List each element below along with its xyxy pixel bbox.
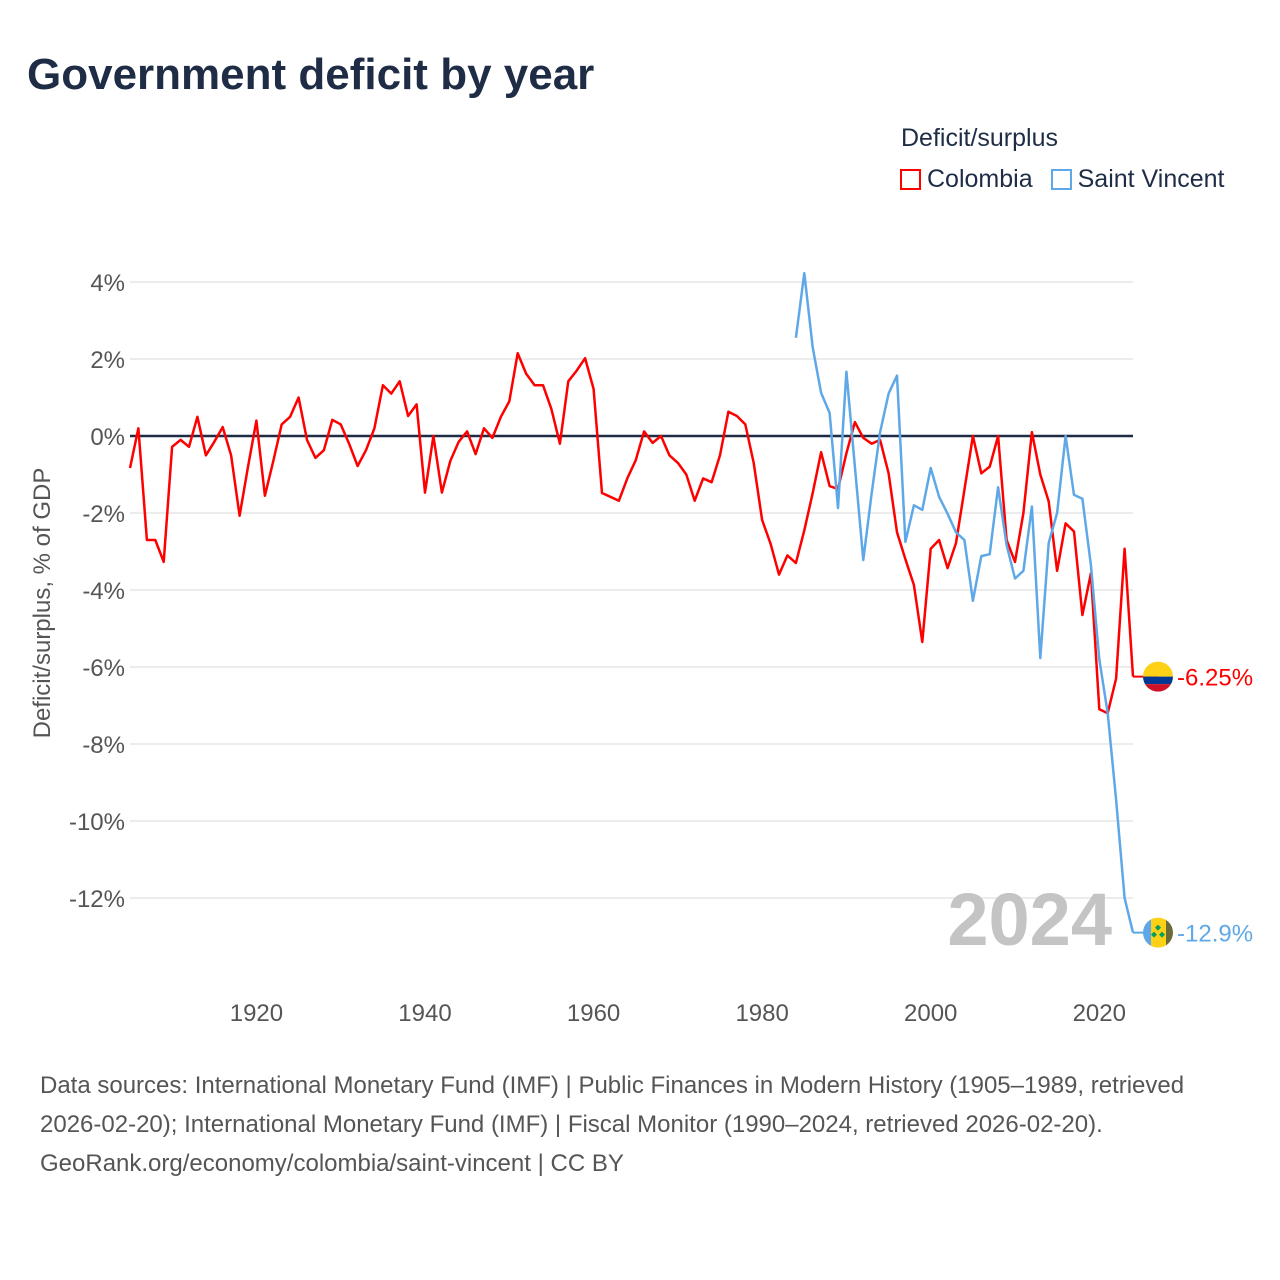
y-axis-ticks: 4% 2% 0% -2% -4% -6% -8% -10% -12% bbox=[69, 270, 125, 913]
flag-stripe-blue bbox=[1143, 917, 1151, 948]
y-axis-label: Deficit/surplus, % of GDP bbox=[29, 468, 56, 739]
y-tick-label: -10% bbox=[69, 809, 125, 836]
legend-label-saint-vincent: Saint Vincent bbox=[1077, 165, 1225, 193]
legend-item-saint-vincent[interactable]: Saint Vincent bbox=[1050, 165, 1225, 194]
y-tick-label: -6% bbox=[82, 655, 125, 682]
flag-diamond bbox=[1151, 931, 1157, 938]
flag-stripe-red bbox=[1143, 684, 1173, 692]
flag-body bbox=[1143, 661, 1173, 692]
y-tick-label: 0% bbox=[90, 424, 125, 451]
flag-stripe-green bbox=[1166, 917, 1173, 948]
series-lines bbox=[128, 271, 1135, 933]
series-line-colombia bbox=[128, 351, 1135, 715]
x-tick-label: 2000 bbox=[904, 1000, 957, 1027]
flag-diamond bbox=[1159, 931, 1165, 938]
x-axis-ticks: 1920 1940 1960 1980 2000 2020 bbox=[230, 1000, 1126, 1027]
gridlines bbox=[130, 281, 1133, 899]
credit-link[interactable]: GeoRank.org/economy/colombia/saint-vince… bbox=[40, 1150, 624, 1177]
end-value-label: -6.25% bbox=[1177, 665, 1253, 692]
series-line-saint-vincent bbox=[794, 271, 1135, 933]
legend-swatch-saint-vincent bbox=[1050, 169, 1072, 190]
flag-stripe-yellow bbox=[1151, 917, 1166, 948]
x-tick-label: 1940 bbox=[398, 1000, 451, 1027]
flag-stripe-blue bbox=[1143, 676, 1173, 685]
flag-body bbox=[1143, 917, 1173, 948]
flag-stripe-yellow bbox=[1143, 661, 1173, 677]
legend-label-colombia: Colombia bbox=[927, 165, 1033, 193]
legend-title: Deficit/surplus bbox=[901, 124, 1058, 152]
x-tick-label: 1960 bbox=[567, 1000, 620, 1027]
flag-diamond bbox=[1155, 924, 1161, 931]
y-tick-label: -8% bbox=[82, 732, 125, 759]
y-tick-label: -2% bbox=[82, 501, 125, 528]
x-tick-label: 1980 bbox=[735, 1000, 788, 1027]
y-tick-label: 2% bbox=[90, 347, 125, 374]
end-value-label: -12.9% bbox=[1177, 921, 1253, 948]
y-tick-label: -4% bbox=[82, 578, 125, 605]
footer: Data sources: International Monetary Fun… bbox=[40, 1066, 1240, 1183]
end-labels: -6.25% -12.9% bbox=[1133, 661, 1253, 948]
x-tick-label: 1920 bbox=[230, 1000, 283, 1027]
colombia-flag-icon bbox=[1143, 661, 1173, 692]
year-watermark: 2024 bbox=[947, 878, 1112, 961]
chart-title: Government deficit by year bbox=[27, 50, 595, 99]
legend-swatch-colombia bbox=[900, 169, 921, 190]
y-tick-label: -12% bbox=[69, 886, 125, 913]
y-tick-label: 4% bbox=[90, 270, 125, 297]
legend-item-colombia[interactable]: Colombia bbox=[900, 165, 1033, 194]
x-tick-label: 2020 bbox=[1073, 1000, 1126, 1027]
data-sources: Data sources: International Monetary Fun… bbox=[40, 1072, 1185, 1138]
saint-vincent-flag-icon bbox=[1143, 917, 1173, 948]
legend: Colombia Saint Vincent bbox=[900, 165, 1224, 194]
line-chart: 4%2%0%-2%-4%-6%-8%-10%-12% 1920 1940 1960 1… bbox=[29, 270, 1253, 1027]
